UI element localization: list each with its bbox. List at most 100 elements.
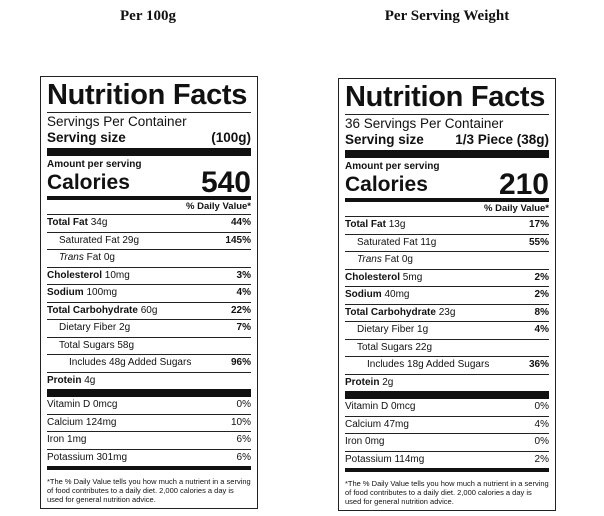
total-sugars-row: Total Sugars 22g [345,340,549,357]
thick-divider [345,391,549,399]
sodium-row: Sodium 100mg 4% [47,285,251,303]
panel-heading-per-serving: Per Serving Weight [384,8,510,24]
daily-value-percent: 22% [230,304,251,316]
nutrient-label: Vitamin D 0mcg [47,399,118,410]
nutrient-label: Includes 48g Added Sugars [69,357,192,368]
daily-value-percent: 2% [534,271,549,283]
vitamin-d-row: Vitamin D 0mcg 0% [345,399,549,417]
trans-fat-row: Trans Fat 0g [345,252,549,270]
nutrient-label: Total Carbohydrate [47,304,138,316]
calories-row: Calories 210 [345,170,549,200]
servings-per-container: 36 Servings Per Container [345,116,504,131]
nutrient-amount: 100mg [86,287,118,298]
daily-value-percent: 55% [528,236,549,248]
daily-value-percent: 44% [230,217,251,228]
serving-size-value: 1/3 Piece (38g) [455,132,549,147]
nutrient-label: Potassium 114mg [345,453,425,465]
daily-value-percent: 145% [225,234,251,246]
daily-value-percent: 0% [534,401,549,412]
amount-per-serving-label: Amount per serving [47,159,142,170]
trans-italic-label: Trans [357,254,382,265]
dietary-fiber-row: Dietary Fiber 2g 7% [47,320,251,338]
daily-value-percent: 96% [230,357,251,368]
daily-value-percent: 3% [236,269,251,281]
total-fat-row: Total Fat 13g 17% [345,217,549,235]
nutrient-label: Saturated Fat 29g [59,234,140,246]
nutrient-label: Total Sugars 22g [357,341,433,353]
nutrient-amount: 2g [382,376,394,388]
nutrient-label: Includes 18g Added Sugars [367,359,490,370]
nutrient-label: Total Carbohydrate [345,306,436,318]
serving-size-label: Serving size [47,130,126,145]
nutrient-label: Saturated Fat 11g [357,236,437,248]
panel-heading-per-100g: Per 100g [120,8,176,24]
nutrient-label: Fat 0g [384,254,413,265]
thick-divider [345,150,549,158]
cholesterol-row: Cholesterol 10mg 3% [47,268,251,285]
medium-divider [345,468,549,472]
total-sugars-row: Total Sugars 58g [47,338,251,355]
vitamin-d-row: Vitamin D 0mcg 0% [47,397,251,415]
daily-value-percent: 0% [236,399,251,410]
calories-label: Calories [345,173,428,196]
nutrient-label: Iron 0mg [345,436,385,447]
daily-value-percent: 4% [534,418,549,430]
trans-fat-row: Trans Fat 0g [47,250,251,268]
daily-value-percent: 10% [230,416,251,428]
nutrition-label-per-serving: Nutrition Facts 36 Servings Per Containe… [338,78,556,511]
nutrition-label-per-100g: Nutrition Facts Servings Per Container S… [40,76,258,509]
protein-row: Protein 2g [345,375,549,392]
daily-value-percent: 4% [236,287,251,298]
daily-value-percent: 17% [528,219,549,230]
nutrient-amount: 5mg [402,271,423,283]
nutrient-amount: 60g [140,304,158,316]
calcium-row: Calcium 47mg 4% [345,417,549,434]
calories-value: 540 [200,166,251,199]
nutrient-label: Protein [345,376,380,388]
daily-value-percent: 7% [236,322,251,333]
nutrient-amount: 13g [388,219,406,230]
added-sugars-row: Includes 48g Added Sugars 96% [47,355,251,373]
serving-size-value: (100g) [211,130,251,145]
nutrient-amount: 4g [84,374,96,386]
daily-value-percent: 2% [534,453,549,465]
daily-value-percent: 0% [534,436,549,447]
medium-divider [47,466,251,470]
nutrient-label: Iron 1mg [47,434,87,445]
nutrient-label: Protein [47,374,82,386]
nutrition-facts-title: Nutrition Facts [47,79,251,113]
potassium-row: Potassium 301mg 6% [47,450,251,467]
calcium-row: Calcium 124mg 10% [47,415,251,432]
potassium-row: Potassium 114mg 2% [345,452,549,469]
daily-value-percent: 6% [236,451,251,463]
nutrient-label: Calcium 47mg [345,418,409,430]
calories-row: Calories 540 [47,166,251,199]
nutrient-label: Sodium [345,289,382,300]
daily-value-percent: 8% [534,306,549,318]
daily-value-percent: 36% [528,359,549,370]
nutrient-label: Cholesterol [47,269,103,281]
daily-value-percent: 4% [534,324,549,335]
total-carbohydrate-row: Total Carbohydrate 23g 8% [345,305,549,322]
nutrient-label: Potassium 301mg [47,451,128,463]
total-fat-row: Total Fat 34g 44% [47,215,251,233]
thick-divider [47,389,251,397]
saturated-fat-row: Saturated Fat 29g 145% [47,233,251,250]
daily-value-header: % Daily Value* [345,202,549,217]
sodium-row: Sodium 40mg 2% [345,287,549,305]
cholesterol-row: Cholesterol 5mg 2% [345,270,549,287]
serving-size-row: Serving size (100g) [47,130,251,146]
nutrient-label: Sodium [47,287,84,298]
calories-label: Calories [47,171,130,194]
added-sugars-row: Includes 18g Added Sugars 36% [345,357,549,375]
nutrient-amount: 40mg [384,289,410,300]
nutrient-label: Dietary Fiber 1g [357,324,429,335]
trans-italic-label: Trans [59,252,84,263]
nutrient-label: Total Fat [47,217,88,228]
nutrient-amount: 10mg [104,269,130,281]
daily-value-footnote: *The % Daily Value tells you how much a … [47,477,251,504]
protein-row: Protein 4g [47,373,251,390]
nutrient-label: Dietary Fiber 2g [59,322,131,333]
thick-divider [47,148,251,156]
medium-divider [345,198,549,202]
